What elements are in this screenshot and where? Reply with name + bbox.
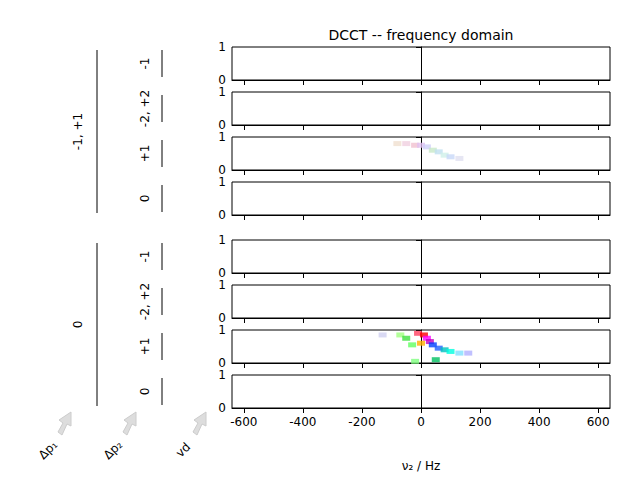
svg-text:Δp₂: Δp₂ bbox=[101, 438, 126, 463]
svg-text:0: 0 bbox=[71, 321, 85, 329]
svg-text:600: 600 bbox=[587, 415, 610, 429]
svg-text:-1, +1: -1, +1 bbox=[71, 113, 85, 150]
svg-text:+1: +1 bbox=[138, 145, 152, 163]
svg-text:-400: -400 bbox=[289, 415, 316, 429]
svg-text:1: 1 bbox=[218, 175, 226, 189]
svg-text:1: 1 bbox=[218, 130, 226, 144]
svg-text:-2, +2: -2, +2 bbox=[138, 283, 152, 320]
svg-text:400: 400 bbox=[528, 415, 551, 429]
svg-text:0: 0 bbox=[218, 73, 226, 87]
svg-text:0: 0 bbox=[218, 266, 226, 280]
svg-text:-1: -1 bbox=[138, 58, 152, 70]
svg-text:DCCT -- frequency domain: DCCT -- frequency domain bbox=[329, 27, 514, 43]
svg-text:0: 0 bbox=[218, 163, 226, 177]
svg-text:-200: -200 bbox=[348, 415, 375, 429]
svg-text:0: 0 bbox=[218, 118, 226, 132]
svg-text:0: 0 bbox=[138, 195, 152, 203]
svg-text:1: 1 bbox=[218, 233, 226, 247]
svg-text:0: 0 bbox=[218, 208, 226, 222]
svg-text:0: 0 bbox=[138, 388, 152, 396]
svg-text:0: 0 bbox=[218, 311, 226, 325]
svg-text:Δp₁: Δp₁ bbox=[36, 438, 61, 463]
svg-text:vd: vd bbox=[173, 440, 193, 460]
svg-text:1: 1 bbox=[218, 85, 226, 99]
svg-text:ν₂ / Hz: ν₂ / Hz bbox=[402, 459, 441, 473]
svg-text:-1: -1 bbox=[138, 251, 152, 263]
svg-text:1: 1 bbox=[218, 323, 226, 337]
svg-text:200: 200 bbox=[469, 415, 492, 429]
svg-text:+1: +1 bbox=[138, 338, 152, 356]
svg-text:0: 0 bbox=[417, 415, 425, 429]
svg-text:1: 1 bbox=[218, 278, 226, 292]
svg-text:-2, +2: -2, +2 bbox=[138, 90, 152, 127]
svg-text:1: 1 bbox=[218, 40, 226, 54]
svg-text:1: 1 bbox=[218, 368, 226, 382]
svg-text:0: 0 bbox=[218, 401, 226, 415]
svg-text:-600: -600 bbox=[230, 415, 257, 429]
svg-text:0: 0 bbox=[218, 356, 226, 370]
